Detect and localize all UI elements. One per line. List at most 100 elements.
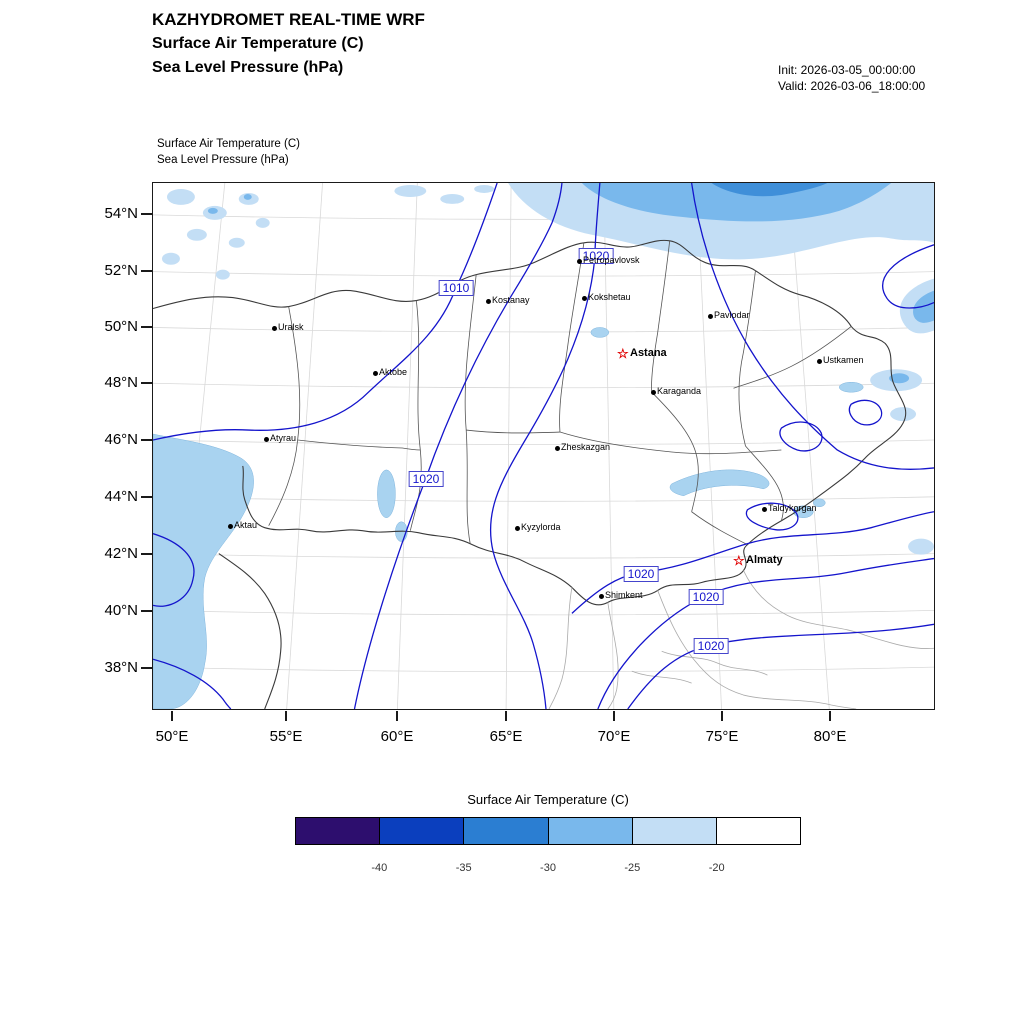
city-label: Aktau — [234, 520, 258, 530]
lat-tick-mark — [141, 213, 152, 215]
city-label: Kyzylorda — [521, 522, 561, 532]
city-label: Petropavlovsk — [583, 255, 640, 265]
colorbar-segment — [380, 818, 465, 844]
city-marker — [708, 314, 713, 319]
city-marker — [599, 594, 604, 599]
city-label: Kostanay — [492, 295, 530, 305]
colorbar-segment — [296, 818, 381, 844]
lon-tick-mark — [505, 711, 507, 721]
lat-tick-label: 48°N — [104, 374, 138, 391]
lon-tick-label: 65°E — [489, 728, 523, 745]
lon-tick-mark — [721, 711, 723, 721]
lon-tick-label: 55°E — [269, 728, 303, 745]
country-borders — [153, 239, 907, 709]
temperature-shading — [161, 183, 934, 555]
lon-tick-mark — [285, 711, 287, 721]
city-label: Uralsk — [278, 322, 304, 332]
legend-temperature: Surface Air Temperature (C) — [157, 138, 300, 150]
lat-tick-label: 40°N — [104, 602, 138, 619]
water-bodies — [153, 327, 864, 709]
pressure-contour-label: 1010 — [438, 280, 474, 296]
city-label: Pavlodar — [714, 310, 750, 320]
field-title-pressure: Sea Level Pressure (hPa) — [152, 59, 344, 76]
lat-tick-mark — [141, 553, 152, 555]
capital-star-icon: ☆ — [733, 553, 745, 568]
header: KAZHYDROMET REAL-TIME WRF Surface Air Te… — [152, 8, 425, 80]
city-marker — [264, 437, 269, 442]
lat-tick-mark — [141, 439, 152, 441]
colorbar-tick-label: -35 — [455, 862, 472, 874]
city-label: Taldykorgan — [768, 503, 817, 513]
pressure-contour-label: 1020 — [688, 589, 724, 605]
lat-tick-label: 42°N — [104, 545, 138, 562]
foreign-borders — [548, 570, 934, 709]
lat-tick-label: 54°N — [104, 205, 138, 222]
lon-tick-mark — [171, 711, 173, 721]
lon-tick-label: 70°E — [597, 728, 631, 745]
colorbar-tick-label: -30 — [540, 862, 556, 874]
city-label: Shimkent — [605, 590, 643, 600]
lat-tick-label: 44°N — [104, 488, 138, 505]
lon-tick-mark — [829, 711, 831, 721]
city-marker — [272, 326, 277, 331]
city-label: Aktobe — [379, 367, 408, 377]
city-marker — [577, 259, 582, 264]
city-marker — [555, 446, 560, 451]
lat-tick-label: 50°N — [104, 318, 138, 335]
city-label: Karaganda — [657, 386, 702, 396]
colorbar — [295, 817, 801, 845]
lat-tick-label: 52°N — [104, 262, 138, 279]
colorbar-segment — [548, 818, 633, 844]
run-times: Init: 2026-03-05_00:00:00 Valid: 2026-03… — [778, 62, 925, 94]
capital-star-icon: ☆ — [617, 346, 629, 361]
city-label: Almaty — [746, 554, 783, 566]
colorbar-tick-label: -20 — [708, 862, 725, 874]
city-label: Atyrau — [270, 433, 297, 443]
pressure-contour-label: 1020 — [408, 471, 444, 487]
colorbar-tick-label: -40 — [371, 862, 388, 874]
lat-tick-mark — [141, 610, 152, 612]
init-time: Init: 2026-03-05_00:00:00 — [778, 63, 916, 77]
map-canvas — [153, 183, 934, 709]
city-marker — [486, 299, 491, 304]
region-borders — [268, 240, 852, 545]
city-marker — [817, 359, 822, 364]
pressure-contour-label: 1020 — [623, 566, 659, 582]
pressure-contour-label: 1020 — [693, 638, 729, 654]
map-frame: 1010 1020 1020 1020 1020 1020 Petropavlovsk Kos… — [152, 182, 935, 710]
lon-tick-label: 75°E — [705, 728, 739, 745]
map-inner-legend: Surface Air Temperature (C) Sea Level Pr… — [157, 136, 300, 168]
lon-tick-label: 50°E — [155, 728, 189, 745]
city-marker — [582, 296, 587, 301]
legend-pressure: Sea Level Pressure (hPa) — [157, 154, 289, 166]
graticule — [153, 183, 934, 709]
map-overlay: 1010 1020 1020 1020 1020 1020 Petropavlovsk Kos… — [153, 183, 934, 709]
city-label: Kokshetau — [588, 292, 631, 302]
colorbar-segment — [632, 818, 717, 844]
colorbar-segment — [464, 818, 549, 844]
lon-tick-mark — [396, 711, 398, 721]
city-label: Astana — [630, 347, 667, 359]
lon-tick-mark — [613, 711, 615, 721]
pressure-contour-label: 1020 — [578, 248, 614, 264]
field-title-temperature: Surface Air Temperature (C) — [152, 35, 364, 52]
lat-tick-label: 46°N — [104, 431, 138, 448]
lat-tick-label: 38°N — [104, 659, 138, 676]
city-marker — [515, 526, 520, 531]
city-marker — [762, 507, 767, 512]
colorbar-segment — [716, 818, 801, 844]
lat-tick-mark — [141, 667, 152, 669]
city-marker — [373, 371, 378, 376]
lat-tick-mark — [141, 270, 152, 272]
lat-tick-mark — [141, 496, 152, 498]
colorbar-title: Surface Air Temperature (C) — [467, 792, 629, 807]
product-title: KAZHYDROMET REAL-TIME WRF — [152, 10, 425, 29]
lat-tick-mark — [141, 326, 152, 328]
valid-time: Valid: 2026-03-06_18:00:00 — [778, 79, 926, 93]
lon-tick-label: 60°E — [380, 728, 414, 745]
lat-tick-mark — [141, 382, 152, 384]
city-marker — [651, 390, 656, 395]
city-marker — [228, 524, 233, 529]
city-label: Ustkamen — [823, 355, 864, 365]
